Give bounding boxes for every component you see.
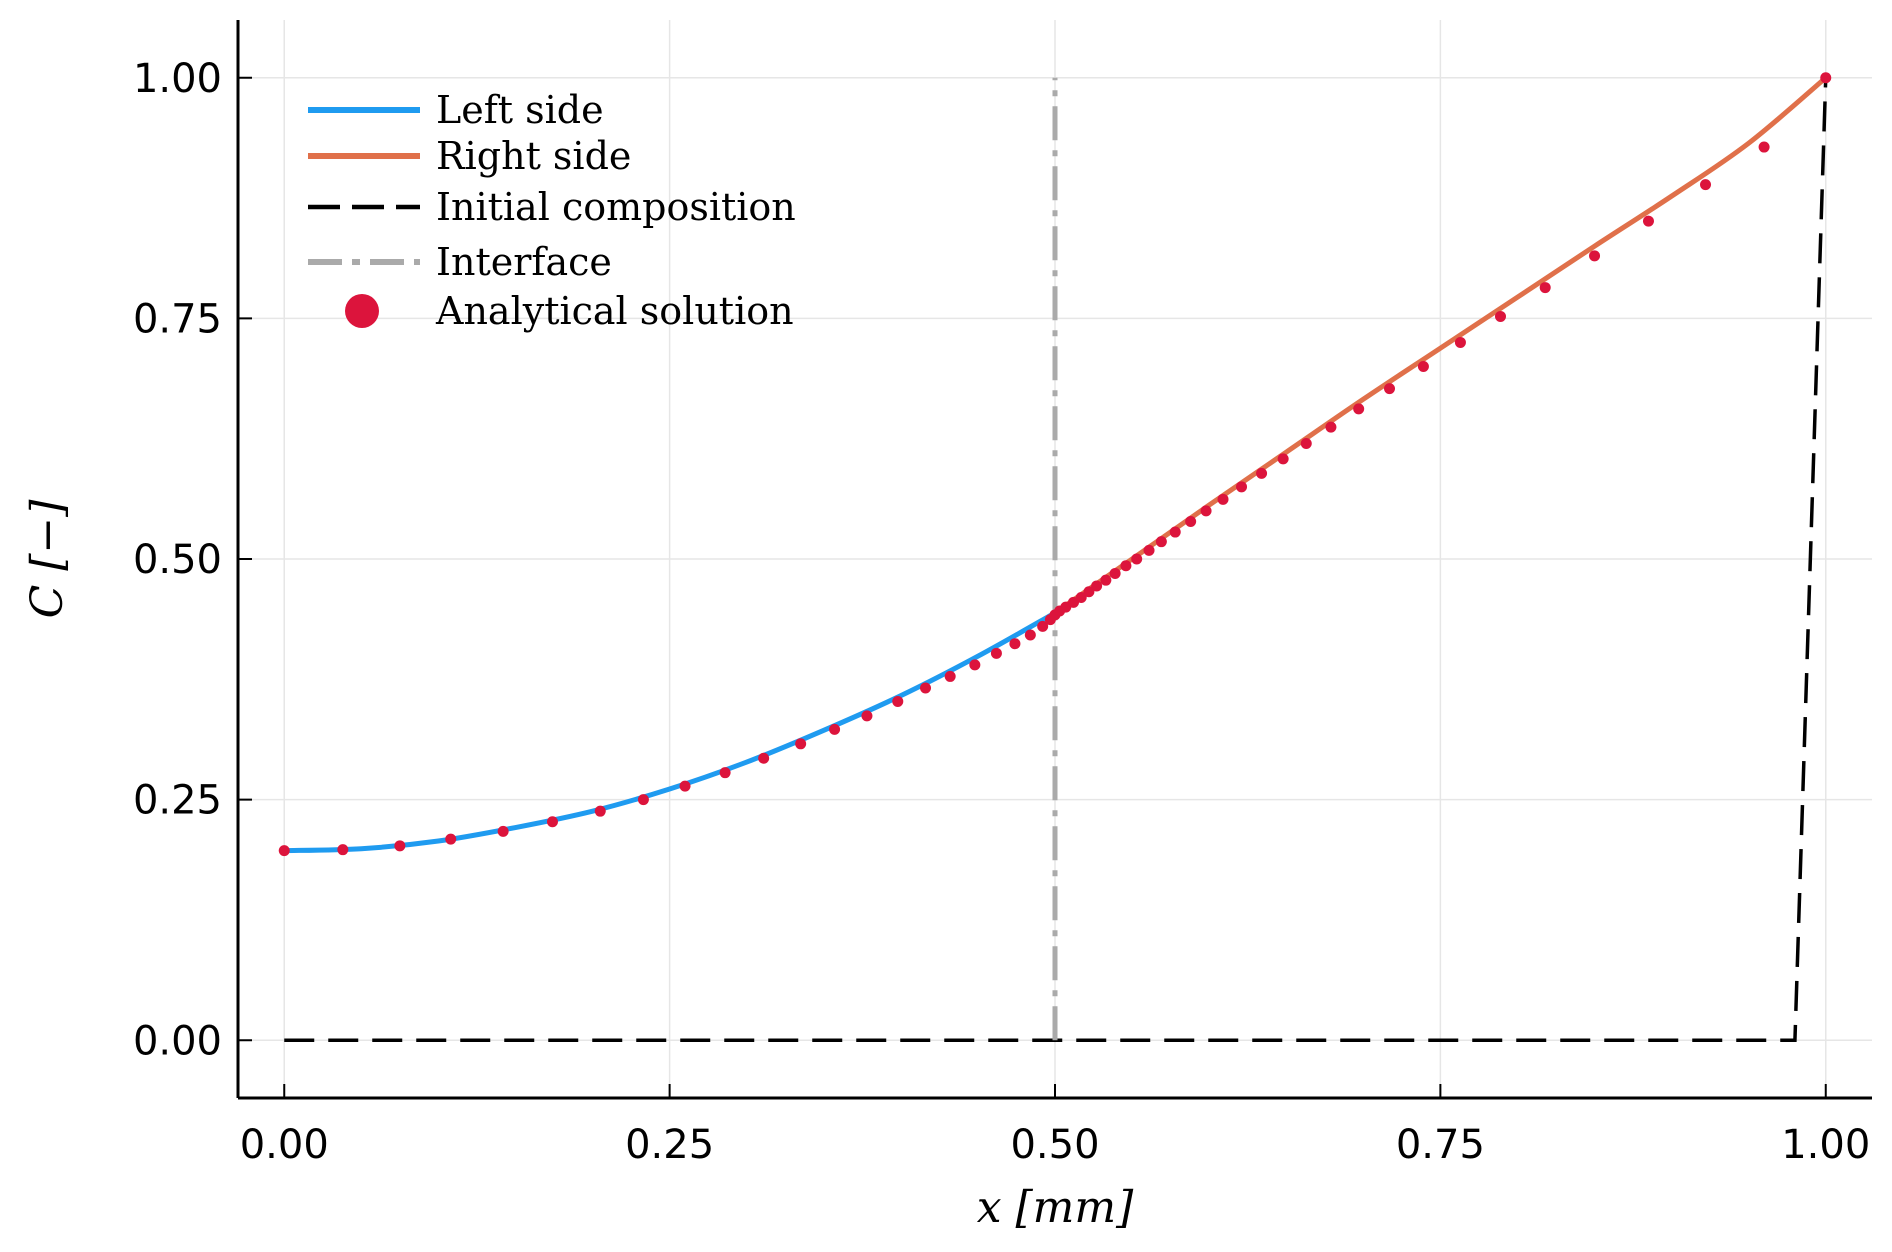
- analytical-point: [829, 723, 841, 735]
- analytical-point: [892, 695, 904, 707]
- analytical-point: [1300, 438, 1312, 449]
- y-tick-label: 0.50: [133, 537, 222, 583]
- analytical-point: [1758, 141, 1770, 153]
- analytical-point: [1217, 493, 1229, 505]
- legend-label-analytical-solution: Analytical solution: [435, 289, 794, 333]
- series-layer: [278, 72, 1832, 1042]
- legend-label-left-side: Left side: [436, 88, 604, 132]
- analytical-point: [1083, 586, 1095, 598]
- y-tick-label: 0.25: [133, 778, 222, 824]
- x-tick-label: 1.00: [1781, 1122, 1870, 1168]
- x-tick-label: 0.00: [240, 1122, 329, 1168]
- analytical-point: [1200, 505, 1212, 517]
- analytical-point: [1155, 536, 1167, 548]
- analytical-point: [1143, 544, 1155, 556]
- legend-swatch-analytical-solution: [345, 294, 379, 328]
- y-axis-label: C [−]: [22, 499, 73, 619]
- analytical-point: [1236, 481, 1248, 493]
- analytical-point: [1384, 383, 1396, 395]
- analytical-point: [679, 780, 691, 792]
- analytical-point: [1091, 580, 1103, 592]
- analytical-point: [758, 752, 770, 764]
- analytical-point: [969, 659, 981, 671]
- analytical-point: [944, 670, 956, 682]
- analytical-point: [546, 816, 558, 828]
- analytical-point: [1417, 361, 1429, 372]
- analytical-point: [861, 710, 873, 722]
- analytical-point: [1494, 310, 1506, 322]
- analytical-point: [1037, 620, 1049, 632]
- analytical-point: [637, 794, 649, 806]
- tick-labels: 0.00 0.25 0.50 0.75 1.00 0.00 0.25 0.50 0.75 1.00: [133, 56, 1870, 1168]
- x-tick-label: 0.75: [1396, 1122, 1485, 1168]
- analytical-point: [1642, 215, 1654, 227]
- analytical-point: [445, 833, 457, 845]
- analytical-point: [1256, 467, 1268, 479]
- analytical-point: [1075, 592, 1087, 603]
- series-line-initial-composition: [284, 77, 1828, 1042]
- analytical-point: [1131, 553, 1143, 565]
- analytical-point: [1109, 567, 1121, 579]
- analytical-point: [1353, 403, 1365, 415]
- legend-label-interface: Interface: [436, 240, 612, 284]
- analytical-point: [1454, 336, 1466, 348]
- analytical-point: [1120, 560, 1132, 572]
- analytical-point: [394, 840, 406, 852]
- analytical-point: [1100, 574, 1112, 586]
- analytical-point: [1185, 515, 1197, 527]
- analytical-point: [1589, 250, 1601, 262]
- analytical-point: [337, 844, 349, 856]
- analytical-point: [1024, 629, 1036, 641]
- analytical-point: [719, 767, 731, 779]
- analytical-point: [1820, 72, 1832, 84]
- analytical-point: [1009, 638, 1021, 650]
- analytical-point: [278, 845, 290, 857]
- y-tick-label: 1.00: [133, 56, 222, 102]
- y-tick-label: 0.00: [133, 1018, 222, 1064]
- analytical-point: [920, 682, 932, 694]
- x-tick-label: 0.50: [1010, 1122, 1099, 1168]
- analytical-point: [497, 825, 509, 837]
- analytical-point: [990, 647, 1002, 659]
- analytical-point: [795, 738, 807, 750]
- analytical-point: [1277, 453, 1289, 465]
- x-tick-label: 0.25: [625, 1122, 714, 1168]
- analytical-point: [1700, 179, 1712, 191]
- legend-label-right-side: Right side: [436, 134, 631, 178]
- analytical-point: [1325, 421, 1337, 433]
- analytical-point: [1539, 282, 1551, 294]
- axes: [236, 20, 1872, 1100]
- x-axis-label: x [mm]: [977, 1182, 1134, 1233]
- analytical-point: [1169, 526, 1181, 538]
- legend-label-initial-composition: Initial composition: [436, 185, 796, 229]
- analytical-point: [594, 805, 606, 817]
- y-tick-label: 0.75: [133, 296, 222, 342]
